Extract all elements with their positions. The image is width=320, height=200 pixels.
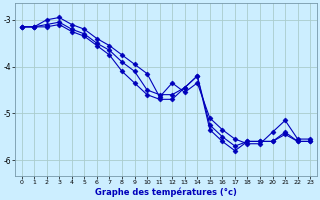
X-axis label: Graphe des températures (°c): Graphe des températures (°c): [95, 187, 237, 197]
